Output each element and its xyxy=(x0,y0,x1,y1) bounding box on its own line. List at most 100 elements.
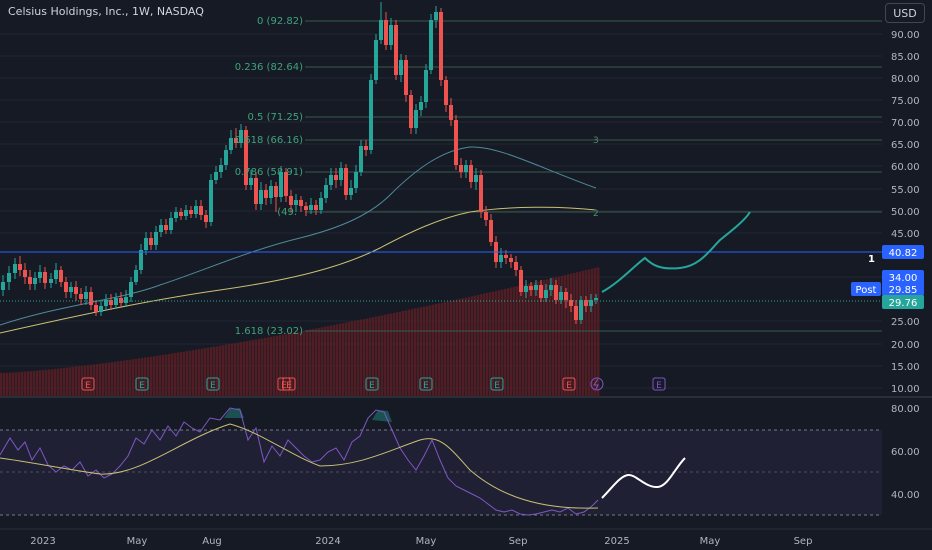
candle-body xyxy=(249,178,253,185)
chart-title[interactable]: Celsius Holdings, Inc., 1W, NASDAQ xyxy=(8,5,204,18)
volume-bar xyxy=(273,336,276,396)
volume-bar xyxy=(90,364,93,396)
candle-body xyxy=(23,270,27,277)
volume-bar xyxy=(243,341,246,396)
candle-body xyxy=(554,285,558,300)
volume-bar xyxy=(447,301,450,396)
candle-body xyxy=(69,287,73,292)
volume-bar xyxy=(171,353,174,396)
volume-bar xyxy=(126,360,129,396)
candle-body xyxy=(484,212,488,220)
volume-bar xyxy=(213,346,216,396)
earnings-marker-label: E xyxy=(210,381,216,391)
earnings-marker[interactable] xyxy=(282,377,296,391)
volume-bar xyxy=(393,312,396,396)
rsi-projection-path[interactable] xyxy=(601,457,686,499)
volume-bar xyxy=(492,291,495,396)
candle-body xyxy=(339,168,343,180)
earnings-marker[interactable] xyxy=(365,377,379,391)
projection-path[interactable] xyxy=(601,211,751,293)
volume-bar xyxy=(297,331,300,396)
volume-bar xyxy=(585,270,588,396)
candle-body xyxy=(314,205,318,210)
volume-bar xyxy=(375,316,378,396)
fib-level-label: 0.786 (58.91) xyxy=(235,167,303,178)
candle-body xyxy=(114,298,118,305)
volume-bar xyxy=(357,320,360,396)
volume-bar xyxy=(3,372,6,396)
volume-bar xyxy=(306,330,309,396)
candle-body xyxy=(539,285,543,298)
volume-bar xyxy=(303,330,306,396)
earnings-marker[interactable] xyxy=(81,377,95,391)
volume-bar xyxy=(153,356,156,396)
rsi-overbought-fill-1 xyxy=(224,408,244,418)
volume-bar xyxy=(177,352,180,396)
volume-bar xyxy=(411,309,414,396)
earnings-marker[interactable] xyxy=(206,377,220,391)
time-axis[interactable]: 2023 May Aug 2024 May Sep 2025 May Sep xyxy=(30,536,812,547)
volume-bar xyxy=(327,326,330,396)
volume-bar xyxy=(372,317,375,396)
candle-body xyxy=(439,12,443,80)
candle-body xyxy=(469,165,473,182)
volume-bar xyxy=(300,331,303,396)
volume-bar xyxy=(354,320,357,396)
candle-body xyxy=(429,20,433,70)
upper-price-tag xyxy=(882,270,924,284)
post-badge-label: Post xyxy=(856,285,877,296)
candle-body xyxy=(349,188,353,195)
volume-bar xyxy=(462,298,465,396)
earnings-marker[interactable] xyxy=(135,377,149,391)
volume-bar xyxy=(330,325,333,396)
price-axis[interactable]: 90.00 85.00 80.00 75.00 70.00 65.00 60.00 55.00… xyxy=(891,30,920,395)
rsi-axis-tick: 40.00 xyxy=(891,490,920,501)
earnings-marker[interactable] xyxy=(652,377,666,391)
volume-bar xyxy=(471,296,474,396)
volume-bar xyxy=(39,370,42,396)
candle-body xyxy=(519,270,523,292)
volume-bar xyxy=(210,347,213,396)
earnings-marker[interactable] xyxy=(419,377,433,391)
volume-bar xyxy=(147,357,150,396)
candle-body xyxy=(13,264,17,273)
candle-body xyxy=(579,300,583,320)
volume-bars xyxy=(0,267,600,396)
price-axis-tick: 85.00 xyxy=(891,52,920,63)
volume-bar xyxy=(198,349,201,396)
candle-body xyxy=(569,300,573,306)
volume-bar xyxy=(414,308,417,396)
candle-body xyxy=(474,175,478,182)
currency-button[interactable]: USD xyxy=(885,3,925,23)
rsi-axis[interactable]: 80.00 60.00 40.00 xyxy=(891,404,920,501)
candle-body xyxy=(584,300,588,306)
time-axis-tick: Sep xyxy=(509,536,528,547)
candle-body xyxy=(279,172,283,197)
volume-bar xyxy=(321,327,324,396)
volume-bar xyxy=(336,324,339,396)
volume-bar xyxy=(165,354,168,396)
earnings-marker[interactable] xyxy=(490,377,504,391)
volume-bar xyxy=(189,350,192,396)
candle-body xyxy=(214,172,218,180)
volume-bar xyxy=(312,328,315,396)
volume-bar xyxy=(516,286,519,396)
candle-body xyxy=(489,220,493,242)
candle-body xyxy=(104,300,108,306)
volume-bar xyxy=(540,280,543,396)
candlesticks[interactable] xyxy=(1,2,598,324)
volume-bar xyxy=(525,284,528,396)
candle-body xyxy=(229,138,233,150)
event-marker[interactable] xyxy=(590,377,604,391)
volume-bar xyxy=(381,315,384,396)
volume-bar xyxy=(564,275,567,396)
volume-bar xyxy=(345,322,348,396)
price-axis-tick: 20.00 xyxy=(891,340,920,351)
volume-bar xyxy=(246,341,249,396)
volume-bar xyxy=(519,285,522,396)
volume-bar xyxy=(486,292,489,396)
earnings-marker[interactable] xyxy=(562,377,576,391)
candle-body xyxy=(294,200,298,205)
